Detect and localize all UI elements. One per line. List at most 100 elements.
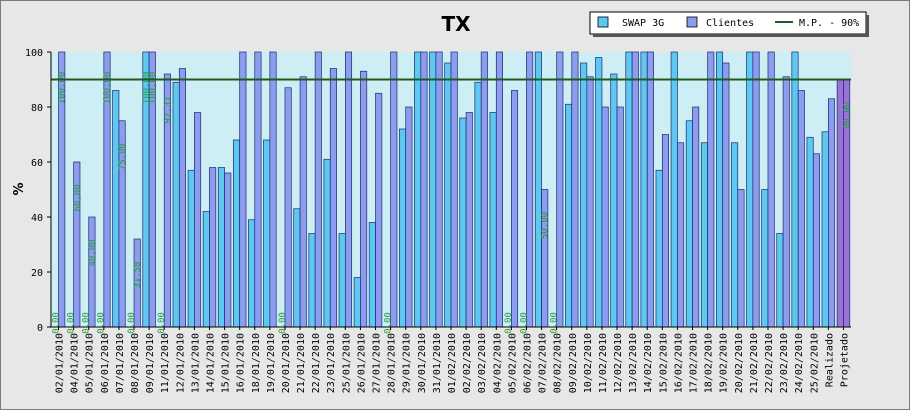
bar-swap-8 [172,81,180,328]
x-tick-label: 16/01/2010 [236,333,247,393]
bar-swap-50 [806,136,814,328]
bar-swap-37 [610,73,618,328]
x-tick-label: 14/02/2010 [643,333,654,393]
bar-clientes-22 [390,51,398,328]
bar-swap-45 [731,142,739,328]
x-tick-label: 29/01/2010 [402,333,413,393]
bar-clientes-20 [360,70,368,328]
x-tick-label: 20/02/2010 [734,333,745,393]
bar-clientes-23 [405,106,413,328]
bar-swap-49 [791,51,799,328]
bar-swap-13 [248,219,256,328]
legend-swap-swatch [597,16,609,28]
x-tick-label: 11/01/2010 [160,333,171,393]
bar-clientes-50 [812,153,820,328]
x-tick-label: 15/01/2010 [221,333,232,393]
x-tick-label: 28/01/2010 [387,333,398,393]
bar-clientes-2 [88,216,96,328]
y-tick-label: 80 [31,103,43,114]
y-tick-label: 60 [31,158,43,169]
data-label: 100,00 [58,72,68,105]
bar-swap-39 [640,51,648,328]
legend-clientes-swatch [686,16,698,28]
bar-swap-29 [489,112,497,328]
bar-clientes-32 [541,189,549,328]
bar-clientes-46 [752,51,760,328]
x-tick-label: 13/01/2010 [190,333,201,393]
bar-swap-26 [444,62,452,328]
bar-swap-24 [414,51,422,328]
bar-clientes-40 [661,134,670,328]
x-tick-label: 18/01/2010 [251,333,262,393]
bar-swap-23 [399,128,407,328]
data-label: 0,00 [82,312,92,334]
y-tick-label: 0 [37,323,43,334]
data-label: 90,00 [843,102,853,129]
x-tick-label: 30/01/2010 [417,333,428,393]
bar-clientes-47 [767,51,775,328]
data-label: 0,00 [549,312,559,334]
bar-clientes-33 [556,51,564,328]
x-tick-label: 06/02/2010 [522,333,533,393]
bar-swap-44 [716,51,724,328]
x-tick-label: 04/02/2010 [492,333,503,393]
x-tick-label: 09/02/2010 [568,333,579,393]
bar-swap-11 [217,167,225,328]
data-label: 31,58 [133,261,143,288]
bar-swap-38 [625,51,633,328]
bar-swap-47 [761,189,769,328]
bar-clientes-9 [194,112,202,328]
x-tick-label: 25/02/2010 [809,333,820,393]
x-tick-label: 07/01/2010 [115,333,126,393]
bar-clientes-51 [828,98,836,328]
data-label: 0,00 [504,312,514,334]
x-tick-label: 27/01/2010 [372,333,383,393]
bar-swap-51 [821,131,829,328]
x-tick-label: 26/01/2010 [356,333,367,393]
bar-swap-20 [353,277,361,328]
bar-swap-12 [232,139,241,328]
x-tick-label: 06/01/2010 [100,333,111,393]
bar-swap-36 [595,57,603,328]
data-label: 92,31 [163,96,173,123]
x-tick-label: 22/02/2010 [764,333,775,393]
data-label: 0,00 [97,312,107,334]
y-tick-label: 20 [31,268,43,279]
x-tick-label: 25/01/2010 [341,333,352,393]
bar-clientes-18 [329,68,337,328]
bar-swap-18 [323,158,331,328]
bar-swap-27 [459,117,467,328]
bar-clientes-28 [480,51,488,328]
x-tick-label: 02/02/2010 [462,333,473,393]
x-tick-label: 19/01/2010 [266,333,277,393]
bar-clientes-30 [511,90,519,328]
bar-clientes-12 [239,51,247,328]
x-tick-label: 12/02/2010 [613,333,624,393]
x-tick-label: 23/02/2010 [779,333,790,393]
x-tick-label: 11/02/2010 [598,333,609,393]
bar-clientes-25 [435,51,443,328]
x-tick-label: 20/01/2010 [281,333,292,393]
x-tick-label: 16/02/2010 [673,333,684,393]
x-tick-label: 07/02/2010 [538,333,549,393]
bar-clientes-19 [344,51,353,328]
bar-series [58,51,851,328]
x-tick-label: 02/01/2010 [55,333,66,393]
bar-clientes-14 [269,51,277,328]
bar-swap-17 [308,233,316,328]
x-tick-label: 12/01/2010 [175,333,186,393]
bar-clientes-29 [495,51,503,328]
data-label: 0,00 [66,312,76,334]
y-axis-ticks: 0 20 40 60 80 100 [25,48,51,334]
bar-swap-42 [685,120,693,328]
bar-clientes-35 [586,76,594,328]
legend-shadow [866,15,869,37]
x-tick-label: 21/01/2010 [296,333,307,393]
bar-swap-46 [746,51,754,328]
data-label: 0,00 [519,312,529,334]
bar-clientes-15 [284,87,292,328]
x-tick-label: 05/01/2010 [85,333,96,393]
x-tick-label: Realizado [824,333,835,387]
data-label: 0,00 [157,312,167,334]
bar-swap-32 [534,51,542,328]
